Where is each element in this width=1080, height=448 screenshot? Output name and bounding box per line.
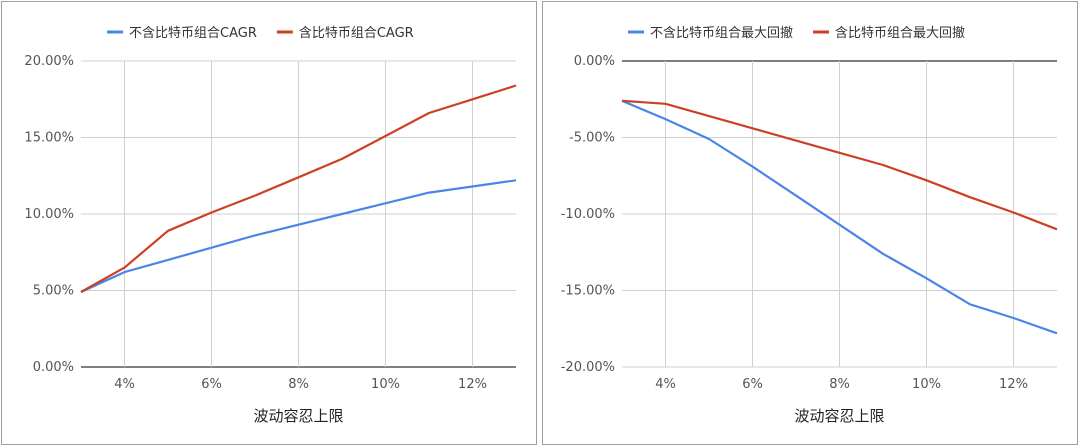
drawdown-legend-label-1: 不含比特币组合最大回撤 xyxy=(650,25,793,41)
drawdown-y-tick-label: -5.00% xyxy=(569,131,615,146)
drawdown-series-line-2 xyxy=(621,99,1058,231)
cagr-x-axis-title: 波动容忍上限 xyxy=(253,407,343,425)
drawdown-x-tick-label: 8% xyxy=(829,377,850,392)
drawdown-chart: 0.00% -5.00% -10.00% -15.00% -20.00% 4% 6% 8% 10… xyxy=(561,25,1058,425)
cagr-series-line-1 xyxy=(80,179,517,294)
cagr-legend-label-2: 含比特币组合CAGR xyxy=(299,25,414,41)
drawdown-y-tick-label: -20.00% xyxy=(561,360,615,375)
cagr-chart-panel: 0.00% 5.00% 10.00% 15.00% 20.00% 4% 6% 8% 10% 12%… xyxy=(1,1,537,445)
drawdown-y-tick-label: -15.00% xyxy=(561,284,615,299)
drawdown-x-tick-label: 12% xyxy=(999,377,1028,392)
drawdown-x-tick-label: 10% xyxy=(912,377,941,392)
cagr-x-tick-label: 12% xyxy=(458,377,487,392)
drawdown-x-tick-label: 4% xyxy=(655,377,676,392)
cagr-series-line-2 xyxy=(80,84,517,293)
drawdown-x-axis-title: 波动容忍上限 xyxy=(794,407,884,425)
cagr-y-tick-label: 20.00% xyxy=(24,54,74,69)
cagr-y-tick-label: 15.00% xyxy=(24,131,74,146)
cagr-x-tick-label: 8% xyxy=(288,377,309,392)
drawdown-series-line-1 xyxy=(621,99,1058,335)
cagr-x-tick-label: 6% xyxy=(201,377,222,392)
drawdown-legend-label-2: 含比特币组合最大回撤 xyxy=(835,25,965,41)
cagr-legend-label-1: 不含比特币组合CAGR xyxy=(129,25,257,41)
cagr-y-tick-label: 0.00% xyxy=(33,360,74,375)
cagr-chart: 0.00% 5.00% 10.00% 15.00% 20.00% 4% 6% 8% 10% 12%… xyxy=(24,25,517,425)
drawdown-y-tick-label: -10.00% xyxy=(561,207,615,222)
cagr-y-tick-label: 10.00% xyxy=(24,207,74,222)
cagr-x-tick-label: 10% xyxy=(371,377,400,392)
drawdown-y-tick-label: 0.00% xyxy=(574,54,615,69)
drawdown-x-tick-label: 6% xyxy=(742,377,763,392)
cagr-y-tick-label: 5.00% xyxy=(33,284,74,299)
cagr-x-tick-label: 4% xyxy=(114,377,135,392)
drawdown-chart-panel: 0.00% -5.00% -10.00% -15.00% -20.00% 4% 6% 8% 10… xyxy=(542,1,1078,445)
